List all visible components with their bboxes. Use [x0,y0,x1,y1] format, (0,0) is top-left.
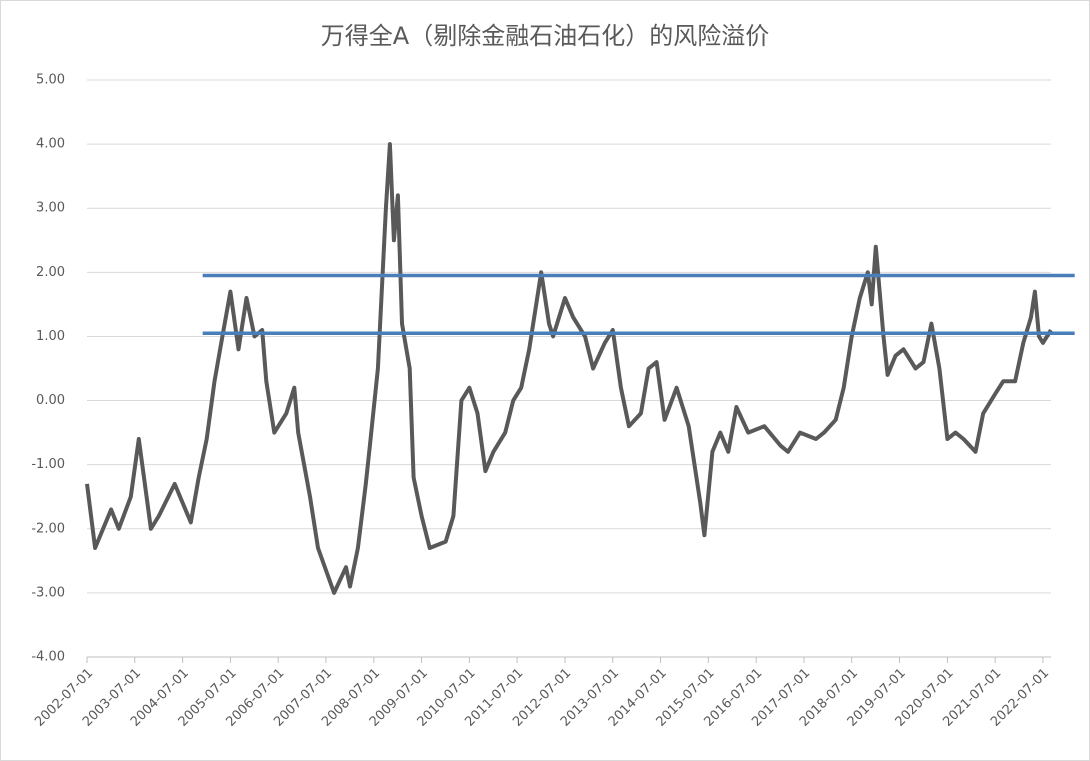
y-tick-label: 2.00 [36,265,65,280]
y-tick-label: -1.00 [31,457,65,472]
data-line [85,142,1053,595]
chart-title: 万得全A（剔除金融石油石化）的风险溢价 [321,22,769,50]
y-tick-label: 5.00 [36,73,65,88]
y-tick-label: -2.00 [31,521,65,536]
y-tick-label: -4.00 [31,650,65,665]
y-tick-label: 3.00 [36,201,65,216]
y-tick-label: -3.00 [31,585,65,600]
y-tick-label: 1.00 [36,329,65,344]
y-tick-label: 4.00 [36,137,65,152]
y-tick-label: 0.00 [36,393,65,408]
